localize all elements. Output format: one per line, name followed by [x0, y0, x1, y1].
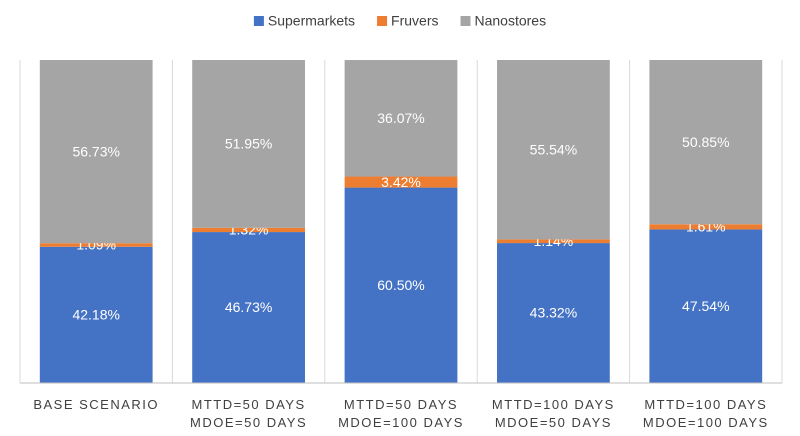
legend-swatch: [253, 16, 264, 26]
bar-segment: [497, 60, 610, 240]
x-tick-label: MTTD=100 DAYS MDOE=100 DAYS: [642, 397, 769, 430]
data-label: 46.73%: [225, 299, 272, 315]
legend-swatch: [377, 16, 388, 26]
bar-segment: [39, 243, 153, 247]
legend-label: Fruvers: [391, 13, 438, 29]
bar-segment: [192, 60, 305, 228]
data-label: 36.07%: [377, 110, 424, 126]
bar-segment: [192, 227, 305, 233]
bar-segment: [192, 232, 305, 383]
bar-segment: [649, 224, 763, 230]
x-tick-label: MTTD=50 DAYS MDOE=100 DAYS: [338, 397, 464, 430]
legend-swatch: [460, 16, 471, 26]
legend-label: Supermarkets: [268, 13, 355, 29]
bar-segment: [497, 239, 610, 244]
bar-segment: [497, 243, 610, 383]
data-label: 43.32%: [530, 305, 577, 321]
data-label: 55.54%: [530, 141, 577, 157]
x-tick-label: MTTD=100 DAYS MDOE=50 DAYS: [491, 397, 615, 430]
data-label: 51.95%: [225, 136, 272, 152]
bar-segment: [344, 60, 458, 177]
data-label: 3.42%: [381, 174, 421, 190]
bar-segment: [649, 229, 763, 383]
data-label: 56.73%: [72, 143, 119, 159]
bar-segment: [39, 60, 153, 244]
legend-label: Nanostores: [475, 13, 547, 29]
data-label: 42.18%: [72, 307, 119, 323]
bar-segment: [39, 246, 153, 383]
x-tick-label: BASE SCENARIO: [33, 397, 160, 412]
x-tick-label: MTTD=50 DAYS MDOE=50 DAYS: [190, 397, 308, 430]
data-label: 50.85%: [682, 134, 729, 150]
data-label: 47.54%: [682, 298, 729, 314]
data-label: 60.50%: [377, 277, 424, 293]
bar-segment: [649, 60, 763, 225]
bar-segment: [344, 176, 458, 188]
bar-segment: [344, 187, 458, 383]
